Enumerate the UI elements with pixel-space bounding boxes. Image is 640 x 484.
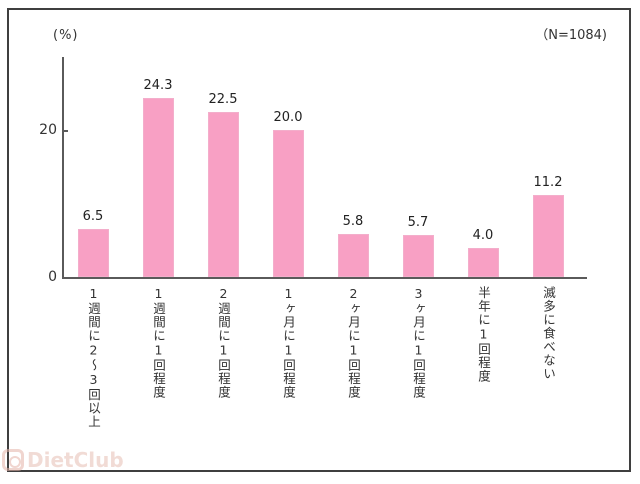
y-axis-line bbox=[62, 57, 64, 278]
sample-size-label: （N=1084) bbox=[535, 28, 607, 43]
bar-6 bbox=[402, 235, 434, 277]
bar-value-label: 5.7 bbox=[407, 215, 429, 230]
bar-value-label: 22.5 bbox=[208, 92, 238, 107]
bar-3 bbox=[207, 112, 239, 277]
x-axis-category-label: 2ヶ月に1回程度 bbox=[346, 286, 361, 399]
y-axis-unit-label: (%) bbox=[53, 28, 79, 43]
bar-value-label: 6.5 bbox=[82, 209, 104, 224]
bar-value-label: 20.0 bbox=[273, 110, 303, 125]
x-axis-category-label: 1ヶ月に1回程度 bbox=[281, 286, 296, 399]
y-axis-label-20: 20 bbox=[39, 122, 57, 138]
watermark-text: DietClub bbox=[27, 448, 124, 472]
bar-2 bbox=[142, 98, 174, 277]
x-axis-line bbox=[62, 277, 587, 279]
dietclub-logo-icon bbox=[2, 449, 24, 471]
x-axis-category-label: 滅多に食べない bbox=[541, 286, 556, 381]
bar-1 bbox=[77, 229, 109, 277]
y-axis-tick-20 bbox=[62, 130, 68, 132]
bar-8 bbox=[532, 195, 564, 277]
chart-frame: (%) （N=1084) 20 0 6.5 1週間に2～3回以上 24.3 1週間に1… bbox=[7, 8, 631, 472]
bar-5 bbox=[337, 234, 369, 277]
bar-4 bbox=[272, 130, 304, 277]
x-axis-category-label: 3ヶ月に1回程度 bbox=[411, 286, 426, 399]
bar-value-label: 4.0 bbox=[472, 228, 494, 243]
x-axis-category-label: 2週間に1回程度 bbox=[216, 286, 231, 399]
x-axis-category-label: 1週間に1回程度 bbox=[151, 286, 166, 399]
bar-value-label: 24.3 bbox=[143, 78, 173, 93]
bar-value-label: 11.2 bbox=[533, 175, 563, 190]
x-axis-category-label: 1週間に2～3回以上 bbox=[86, 286, 101, 429]
y-axis-label-0: 0 bbox=[48, 269, 57, 285]
bar-value-label: 5.8 bbox=[342, 214, 364, 229]
x-axis-category-label: 半年に1回程度 bbox=[476, 286, 491, 383]
bar-7 bbox=[467, 248, 499, 277]
watermark: DietClub bbox=[2, 448, 124, 472]
